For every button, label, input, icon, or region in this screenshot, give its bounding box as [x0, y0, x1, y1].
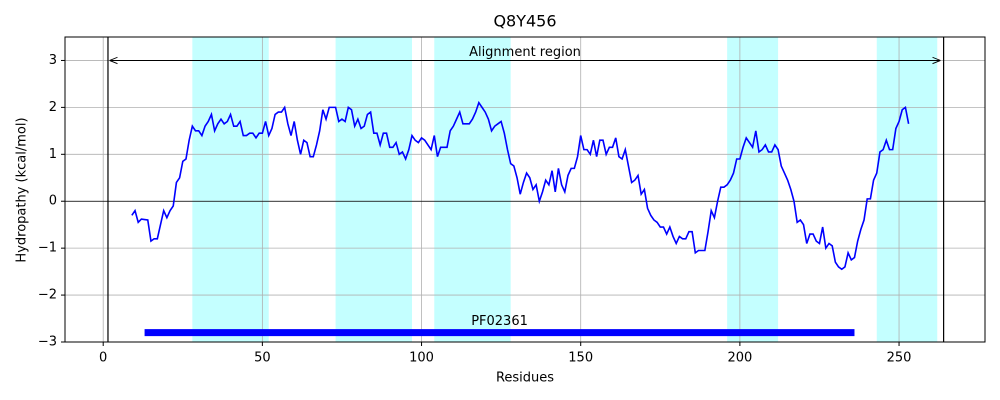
- region: [876, 37, 938, 342]
- region: [727, 37, 779, 342]
- chart-title: Q8Y456: [493, 12, 556, 31]
- axes-frame: [64, 36, 986, 343]
- y-tick-label: 2: [49, 100, 57, 115]
- y-tick-label: −3: [38, 335, 57, 350]
- region: [192, 37, 269, 342]
- y-axis-label: Hydropathy (kcal/mol): [15, 117, 30, 262]
- x-tick-label: 0: [99, 351, 107, 366]
- y-tick-label: 0: [49, 194, 57, 209]
- domain-label: PF02361: [471, 314, 528, 329]
- region: [335, 37, 412, 342]
- x-tick-label: 250: [887, 351, 912, 366]
- hydropathy-line: [131, 100, 910, 271]
- x-tick-label: 100: [409, 351, 434, 366]
- y-tick-label: −2: [38, 288, 57, 303]
- y-tick-label: −1: [38, 241, 57, 256]
- region: [434, 37, 511, 342]
- x-axis-label: Residues: [496, 371, 554, 386]
- y-tick-label: 3: [49, 53, 57, 68]
- y-tick-label: 1: [49, 147, 57, 162]
- domain-bar: [144, 329, 855, 337]
- x-tick-label: 200: [727, 351, 752, 366]
- x-tick-label: 150: [568, 351, 593, 366]
- x-tick-label: 50: [254, 351, 271, 366]
- plot-area: 0 50 100 150 200 250 −3 −2 −1 0 1 2 3 Alignment regio…: [38, 36, 986, 366]
- alignment-label: Alignment region: [469, 45, 581, 60]
